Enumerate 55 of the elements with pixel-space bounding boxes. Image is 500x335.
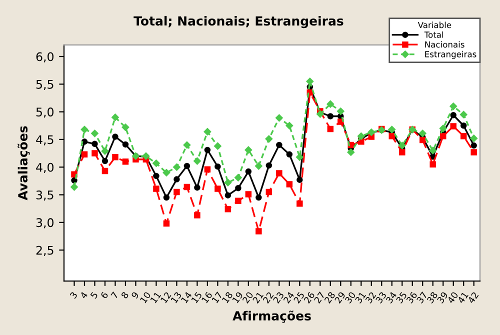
y-tick-label: 6,0: [36, 52, 54, 62]
legend-label: Estrangeiras: [425, 50, 476, 59]
x-tick-label: 33: [375, 291, 387, 304]
x-tick-label: 35: [396, 292, 408, 304]
chart-title: Total; Nacionais; Estrangeiras: [134, 16, 344, 28]
x-tick-label: 26: [304, 291, 316, 304]
y-tick-label: 3,0: [36, 218, 54, 228]
x-tick-label: 8: [120, 291, 129, 299]
y-tick-label: 5,5: [36, 80, 54, 90]
x-tick-label: 24: [283, 291, 294, 304]
x-tick-label: 7: [110, 292, 118, 299]
x-tick-label: 13: [170, 291, 182, 304]
y-tick-label: 4,5: [36, 135, 54, 146]
x-tick-label: 17: [212, 292, 223, 304]
x-tick-label: 36: [406, 291, 418, 304]
legend-label: Total: [424, 31, 444, 38]
x-tick-label: 10: [140, 291, 152, 304]
x-tick-label: 39: [436, 291, 448, 304]
x-tick-label: 3: [70, 291, 78, 299]
y-tick-label: 5,0: [36, 108, 54, 118]
x-tick-label: 20: [242, 291, 254, 304]
x-tick-label: 34: [386, 291, 398, 304]
x-tick-label: 19: [232, 291, 244, 304]
x-tick-label: 31: [354, 292, 366, 304]
legend-title: Variable: [418, 22, 452, 28]
y-tick-label: 2,5: [36, 246, 54, 256]
x-tick-label: 15: [191, 292, 202, 304]
x-tick-label: 4: [80, 291, 88, 300]
x-tick-label: 37: [416, 292, 428, 304]
x-tick-label: 9: [130, 291, 140, 300]
x-tick-label: 40: [446, 291, 458, 304]
x-tick-label: 5: [90, 292, 98, 299]
x-tick-label: 32: [365, 292, 376, 304]
x-axis-title: Afirmações: [232, 310, 311, 323]
x-tick-label: 18: [222, 291, 234, 304]
x-tick-label: 21: [252, 292, 264, 304]
x-tick-label: 41: [457, 292, 468, 304]
x-tick-label: 38: [426, 291, 438, 304]
x-tick-label: 22: [262, 292, 274, 304]
x-tick-label: 27: [314, 292, 326, 304]
legend-label: Nacionais: [425, 41, 464, 48]
x-tick-label: 6: [100, 291, 108, 299]
x-tick-label: 28: [324, 291, 336, 304]
x-tick-label: 12: [160, 292, 172, 304]
y-axis-title: Avaliações: [18, 126, 30, 200]
x-tick-label: 25: [293, 292, 305, 304]
y-tick-label: 3,5: [36, 190, 54, 201]
x-tick-label: 14: [180, 291, 192, 304]
x-tick-label: 16: [201, 291, 213, 304]
x-tick-label: 30: [344, 291, 356, 304]
y-tick-label: 4,0: [36, 162, 54, 173]
x-tick-label: 11: [150, 292, 162, 304]
x-tick-label: 23: [272, 291, 284, 304]
x-tick-label: 29: [334, 291, 346, 304]
x-tick-label: 42: [467, 292, 479, 304]
